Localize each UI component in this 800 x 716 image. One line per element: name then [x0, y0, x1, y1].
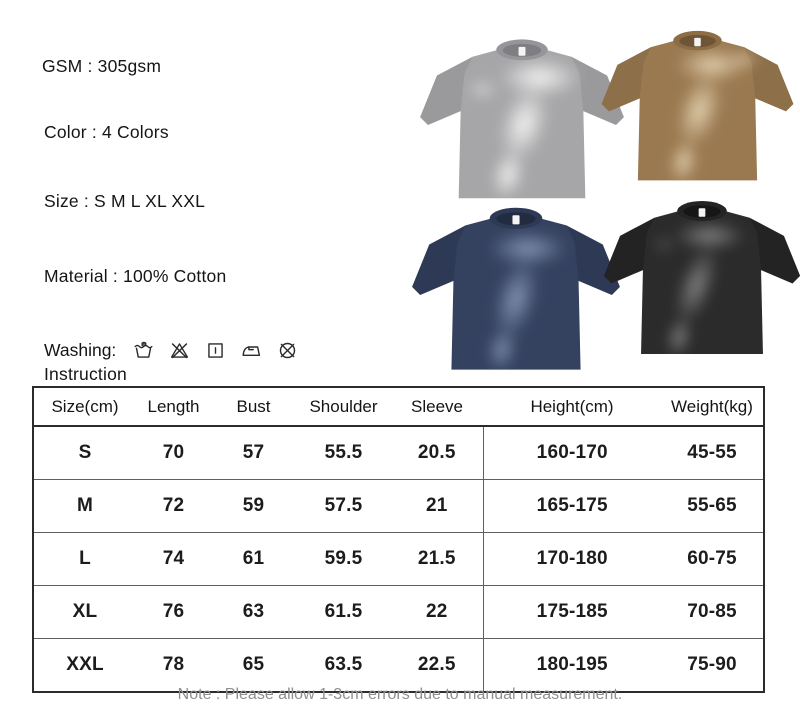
cell-shoulder: 61.5 [296, 585, 391, 639]
header-sleeve: Sleeve [391, 387, 483, 427]
cell-size: XXL [33, 638, 136, 692]
drip-dry-icon [208, 343, 224, 358]
cell-bust: 63 [211, 585, 296, 639]
hand-wash-icon [134, 341, 153, 358]
table-row-l: L 74 61 59.5 21.5 170-180 60-75 [33, 532, 764, 586]
cell-weight: 45-55 [687, 442, 737, 463]
neck-label [698, 208, 706, 217]
cell-length: 74 [136, 532, 211, 586]
cell-shoulder: 55.5 [324, 442, 363, 463]
header-weight: Weight(kg) [661, 387, 764, 427]
neck-label [694, 37, 701, 47]
size-label: Size : S M L XL XXL [44, 191, 206, 211]
cell-bust: 61 [211, 532, 296, 586]
measurement-note: Note : Please allow 1-3cm errors due to … [177, 686, 623, 703]
table-row-xxl: XXL 78 65 63.5 22.5 180-195 75-90 [33, 638, 764, 692]
cell-length: 72 [136, 479, 211, 533]
size-chart-header-row: Size(cm) Length Bust Shoulder Sleeve Hei… [33, 387, 764, 427]
material-label: Material : 100% Cotton [44, 266, 227, 286]
neck-label [518, 46, 526, 56]
neck-label [512, 215, 520, 225]
cell-weight: 75-90 [661, 638, 764, 692]
cell-shoulder: 63.5 [296, 638, 391, 692]
cell-size: M [33, 479, 136, 533]
cell-height: 165-175 [483, 479, 661, 533]
cell-size: XL [33, 585, 136, 639]
size-chart-table: Size(cm) Length Bust Shoulder Sleeve Hei… [32, 386, 765, 693]
cell-height: 170-180 [483, 532, 661, 586]
cell-length: 78 [136, 638, 211, 692]
cell-length: 76 [136, 585, 211, 639]
cell-sleeve: 21.5 [391, 532, 484, 586]
product-photo-black-tshirt [603, 201, 800, 354]
cell-sleeve: 20.5 [391, 426, 484, 480]
header-length: Length [136, 387, 211, 427]
cell-sleeve: 21 [391, 479, 484, 533]
cell-weight: 55-65 [661, 479, 764, 533]
color-label: Color : 4 Colors [44, 122, 169, 142]
cell-height: 180-195 [483, 638, 661, 692]
washing-label-line2: Instruction [44, 364, 127, 384]
cell-bust: 65 [211, 638, 296, 692]
header-bust: Bust [211, 387, 296, 427]
cell-sleeve: 22 [391, 585, 484, 639]
cell-weight: 70-85 [661, 585, 764, 639]
cell-shoulder: 57.5 [296, 479, 391, 533]
header-size: Size(cm) [33, 387, 136, 427]
cell-size: L [33, 532, 136, 586]
cell-sleeve: 22.5 [391, 638, 484, 692]
table-row-xl: XL 76 63 61.5 22 175-185 70-85 [33, 585, 764, 639]
washing-label: Washing: [44, 340, 117, 360]
table-row-s: S 70 57 55.5 20.5 160-170 45-55 [33, 426, 764, 480]
gsm-label: GSM : 305gsm [42, 56, 162, 76]
cell-height: 175-185 [483, 585, 661, 639]
cell-weight: 60-75 [661, 532, 764, 586]
cell-height: 160-170 [536, 442, 608, 463]
washing-instruction-row: Washing: [44, 340, 298, 361]
iron-icon [242, 346, 261, 357]
do-not-dry-clean-icon [280, 342, 296, 359]
do-not-bleach-icon [171, 343, 189, 359]
header-height: Height(cm) [483, 387, 661, 427]
table-row-m: M 72 59 57.5 21 165-175 55-65 [33, 479, 764, 533]
header-shoulder: Shoulder [296, 387, 391, 427]
product-photo-brown-tshirt [601, 30, 794, 181]
product-photo-navy-tshirt [412, 207, 620, 370]
cell-size: S [78, 442, 92, 463]
product-photos [403, 20, 800, 390]
cell-length: 70 [162, 442, 185, 463]
cell-bust: 57 [242, 442, 265, 463]
cell-bust: 59 [211, 479, 296, 533]
cell-shoulder: 59.5 [296, 532, 391, 586]
